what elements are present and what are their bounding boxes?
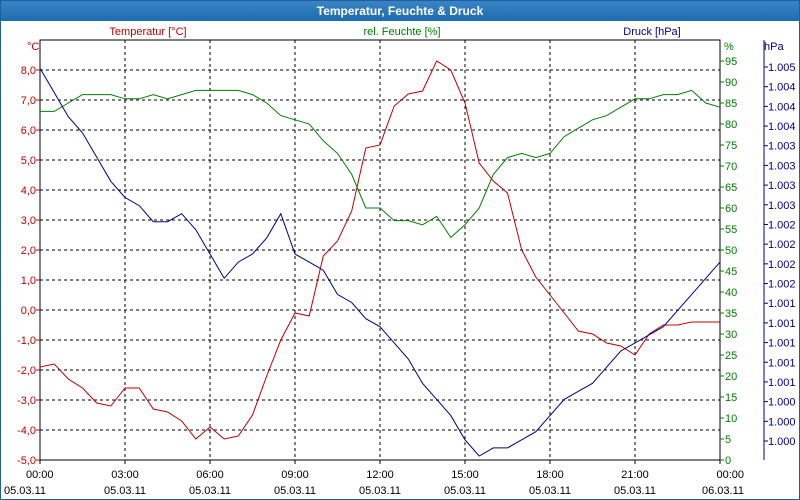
pressure-tick-label: 1.000 [768, 416, 796, 428]
temperature-axis-label: Temperatur [°C] [109, 26, 186, 38]
pressure-series-line [39, 68, 721, 457]
x-tick-time-label: 15:00 [451, 469, 479, 481]
humidity-tick-label: 95 [725, 56, 737, 68]
humidity-tick-label: 85 [725, 98, 737, 110]
x-tick-date-label: 05.03.11 [529, 485, 571, 497]
x-tick-time-label: 06:00 [196, 469, 224, 481]
humidity-axis-ticks: 0 5 10 15 20 25 30 35 40 45 50 55 60 65 70 75 80 85 90 95 [720, 56, 737, 467]
pressure-tick-label: 1.002 [768, 259, 796, 271]
temperature-series-line [39, 60, 720, 440]
x-tick-time-label: 09:00 [281, 469, 309, 481]
pressure-axis-label: Druck [hPa] [623, 26, 680, 38]
pressure-tick-label: 1.005 [768, 62, 796, 74]
x-tick-time-label: 00:00 [716, 469, 744, 481]
pressure-tick-label: 1.002 [768, 279, 796, 291]
humidity-tick-label: 0 [725, 455, 731, 467]
x-tick-date-label: 05.03.11 [4, 485, 46, 497]
humidity-tick-label: 55 [725, 224, 737, 236]
pressure-tick-label: 1.003 [768, 200, 796, 212]
humidity-axis-label: rel. Feuchte [%] [363, 26, 440, 38]
temperature-unit-label: °C [27, 41, 39, 53]
humidity-tick-label: 75 [725, 140, 737, 152]
temperature-tick-label: 0,0 [21, 305, 36, 317]
x-tick-date-label: 05.03.11 [359, 485, 401, 497]
pressure-tick-label: 1.004 [768, 82, 796, 94]
pressure-tick-label: 1.001 [768, 377, 796, 389]
humidity-tick-label: 25 [725, 350, 737, 362]
humidity-tick-label: 5 [725, 434, 731, 446]
temperature-tick-label: -3,0 [17, 395, 36, 407]
x-tick-date-label: 05.03.11 [104, 485, 146, 497]
x-tick-date-label: 05.03.11 [444, 485, 486, 497]
x-tick-time-label: 00:00 [26, 469, 54, 481]
x-tick-date-label: 05.03.11 [274, 485, 316, 497]
humidity-unit-label: % [724, 41, 734, 53]
pressure-tick-label: 1.003 [768, 141, 796, 153]
x-tick-date-label: 06.03.11 [702, 485, 744, 497]
pressure-tick-label: 1.002 [768, 219, 796, 231]
temperature-tick-label: 4,0 [21, 185, 36, 197]
x-axis-ticks: 00:00 05.03.11 03:00 05.03.11 06:00 05.03.11 0… [4, 460, 744, 497]
x-tick-date-label: 05.03.11 [614, 485, 656, 497]
pressure-tick-label: 1.003 [768, 180, 796, 192]
pressure-tick-label: 1.002 [768, 239, 796, 251]
x-tick-date-label: 05.03.11 [189, 485, 231, 497]
pressure-tick-label: 1.001 [768, 318, 796, 330]
temperature-tick-label: 2,0 [21, 245, 36, 257]
humidity-tick-label: 20 [725, 371, 737, 383]
temperature-tick-label: 8,0 [21, 65, 36, 77]
humidity-tick-label: 40 [725, 287, 737, 299]
humidity-tick-label: 90 [725, 77, 737, 89]
grid [40, 40, 720, 460]
temperature-tick-label: -5,0 [17, 455, 36, 467]
temperature-tick-label: 1,0 [21, 275, 36, 287]
series-layer [39, 60, 721, 457]
x-tick-time-label: 03:00 [111, 469, 139, 481]
pressure-axis-ticks: 1.000 1.000 1.000 1.001 1.001 1.001 1.001 1.001… [764, 62, 796, 448]
temperature-tick-label: 5,0 [21, 155, 36, 167]
pressure-tick-label: 1.004 [768, 121, 796, 133]
chart-title: Temperatur, Feuchte & Druck [1, 1, 799, 21]
temperature-axis-ticks: -5,0 -4,0 -3,0 -2,0 -1,0 0,0 1,0 2,0 3,0 4,0 5,0 6,… [17, 65, 40, 467]
temperature-tick-label: -2,0 [17, 365, 36, 377]
pressure-tick-label: 1.001 [768, 298, 796, 310]
pressure-unit-label: hPa [764, 41, 784, 53]
temperature-tick-label: -4,0 [17, 425, 36, 437]
humidity-tick-label: 35 [725, 308, 737, 320]
humidity-tick-label: 65 [725, 182, 737, 194]
temperature-tick-label: 3,0 [21, 215, 36, 227]
humidity-tick-label: 50 [725, 245, 737, 257]
humidity-tick-label: 30 [725, 329, 737, 341]
x-tick-time-label: 18:00 [536, 469, 564, 481]
humidity-tick-label: 60 [725, 203, 737, 215]
temperature-tick-label: 6,0 [21, 125, 36, 137]
pressure-tick-label: 1.004 [768, 101, 796, 113]
x-tick-time-label: 12:00 [366, 469, 394, 481]
temperature-tick-label: 7,0 [21, 95, 36, 107]
humidity-tick-label: 10 [725, 413, 737, 425]
pressure-tick-label: 1.001 [768, 357, 796, 369]
humidity-tick-label: 80 [725, 119, 737, 131]
x-tick-time-label: 21:00 [621, 469, 649, 481]
pressure-tick-label: 1.003 [768, 160, 796, 172]
humidity-series-line [40, 89, 721, 239]
pressure-tick-label: 1.000 [768, 436, 796, 448]
temperature-tick-label: -1,0 [17, 335, 36, 347]
humidity-tick-label: 15 [725, 392, 737, 404]
humidity-tick-label: 45 [725, 266, 737, 278]
humidity-tick-label: 70 [725, 161, 737, 173]
pressure-tick-label: 1.001 [768, 338, 796, 350]
pressure-tick-label: 1.000 [768, 397, 796, 409]
